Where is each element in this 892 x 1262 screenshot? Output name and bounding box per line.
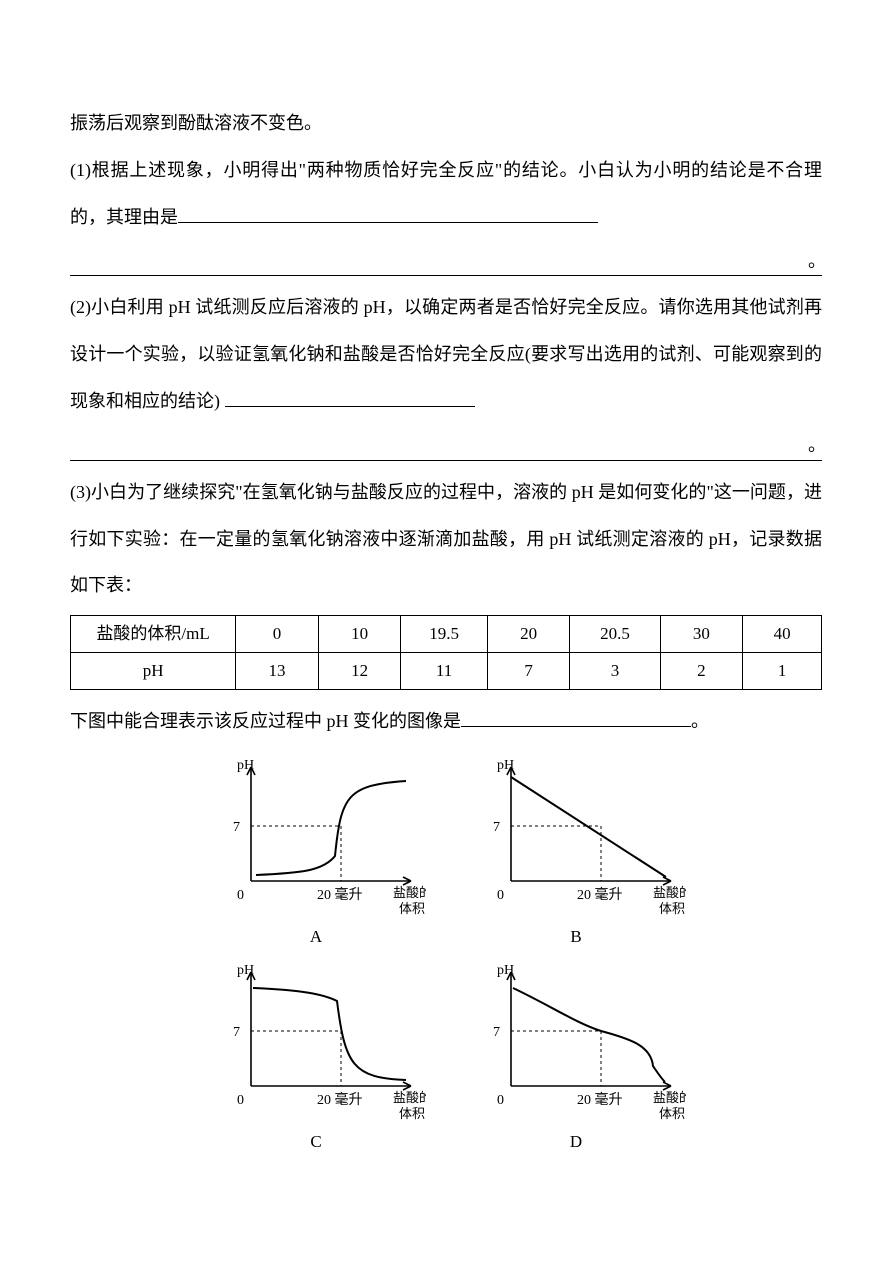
chart-D: pH 7 0 20 毫升 盐酸的 体积 D: [466, 958, 686, 1154]
td-label: pH: [71, 652, 236, 689]
q1-blank-1: [178, 203, 598, 223]
th-vol: 40: [743, 616, 822, 653]
q3-after-table: 下图中能合理表示该反应过程中 pH 变化的图像是 。: [70, 698, 822, 745]
td-ph: 11: [401, 652, 487, 689]
svg-text:体积: 体积: [399, 901, 425, 916]
svg-text:盐酸的: 盐酸的: [653, 1090, 686, 1105]
td-ph: 7: [487, 652, 570, 689]
q3-period: 。: [691, 711, 709, 731]
th-vol: 0: [236, 616, 319, 653]
th-label: 盐酸的体积/mL: [71, 616, 236, 653]
svg-text:体积: 体积: [659, 1106, 685, 1121]
svg-text:pH: pH: [497, 963, 514, 978]
svg-text:7: 7: [233, 1025, 240, 1040]
chart-grid: pH 7 0 20 毫升 盐酸的 体积 A pH 7 0 20 毫升 盐酸的 体…: [166, 753, 726, 1155]
th-vol: 30: [660, 616, 743, 653]
svg-text:盐酸的: 盐酸的: [393, 885, 426, 900]
th-vol: 20: [487, 616, 570, 653]
td-ph: 1: [743, 652, 822, 689]
svg-text:7: 7: [493, 1025, 500, 1040]
svg-text:7: 7: [493, 820, 500, 835]
td-ph: 3: [570, 652, 660, 689]
svg-text:体积: 体积: [399, 1106, 425, 1121]
table-row: pH 13 12 11 7 3 2 1: [71, 652, 822, 689]
svg-text:20 毫升: 20 毫升: [317, 1091, 363, 1108]
q1-blank-2: [70, 248, 822, 277]
q1-period: 。: [808, 238, 826, 285]
svg-text:20 毫升: 20 毫升: [577, 1091, 623, 1108]
q3-after-text: 下图中能合理表示该反应过程中 pH 变化的图像是: [70, 711, 461, 731]
chart-C: pH 7 0 20 毫升 盐酸的 体积 C: [206, 958, 426, 1154]
th-vol: 19.5: [401, 616, 487, 653]
svg-text:20 毫升: 20 毫升: [317, 886, 363, 903]
svg-text:盐酸的: 盐酸的: [393, 1090, 426, 1105]
svg-text:0: 0: [237, 888, 244, 903]
svg-text:0: 0: [237, 1093, 244, 1108]
question-2: (2)小白利用 pH 试纸测反应后溶液的 pH，以确定两者是否恰好完全反应。请你…: [70, 284, 822, 424]
question-3: (3)小白为了继续探究"在氢氧化钠与盐酸反应的过程中，溶液的 pH 是如何变化的…: [70, 469, 822, 609]
svg-text:盐酸的: 盐酸的: [653, 885, 686, 900]
q2-blank-2: [70, 432, 822, 461]
chart-B: pH 7 0 20 毫升 盐酸的 体积 B: [466, 753, 686, 949]
svg-text:0: 0: [497, 888, 504, 903]
svg-text:pH: pH: [237, 758, 254, 773]
td-ph: 12: [318, 652, 401, 689]
q3-blank: [461, 707, 691, 727]
th-vol: 10: [318, 616, 401, 653]
svg-text:0: 0: [497, 1093, 504, 1108]
svg-text:pH: pH: [237, 963, 254, 978]
intro-text: 振荡后观察到酚酞溶液不变色。: [70, 100, 822, 147]
chart-A: pH 7 0 20 毫升 盐酸的 体积 A: [206, 753, 426, 949]
q2-blank-1: [225, 387, 475, 407]
q2-period: 。: [808, 422, 826, 469]
svg-text:7: 7: [233, 820, 240, 835]
td-ph: 13: [236, 652, 319, 689]
svg-text:体积: 体积: [659, 901, 685, 916]
svg-text:20 毫升: 20 毫升: [577, 886, 623, 903]
ph-data-table: 盐酸的体积/mL 0 10 19.5 20 20.5 30 40 pH 13 1…: [70, 615, 822, 690]
svg-text:pH: pH: [497, 758, 514, 773]
question-1: (1)根据上述现象，小明得出"两种物质恰好完全反应"的结论。小白认为小明的结论是…: [70, 147, 822, 241]
td-ph: 2: [660, 652, 743, 689]
th-vol: 20.5: [570, 616, 660, 653]
table-row: 盐酸的体积/mL 0 10 19.5 20 20.5 30 40: [71, 616, 822, 653]
